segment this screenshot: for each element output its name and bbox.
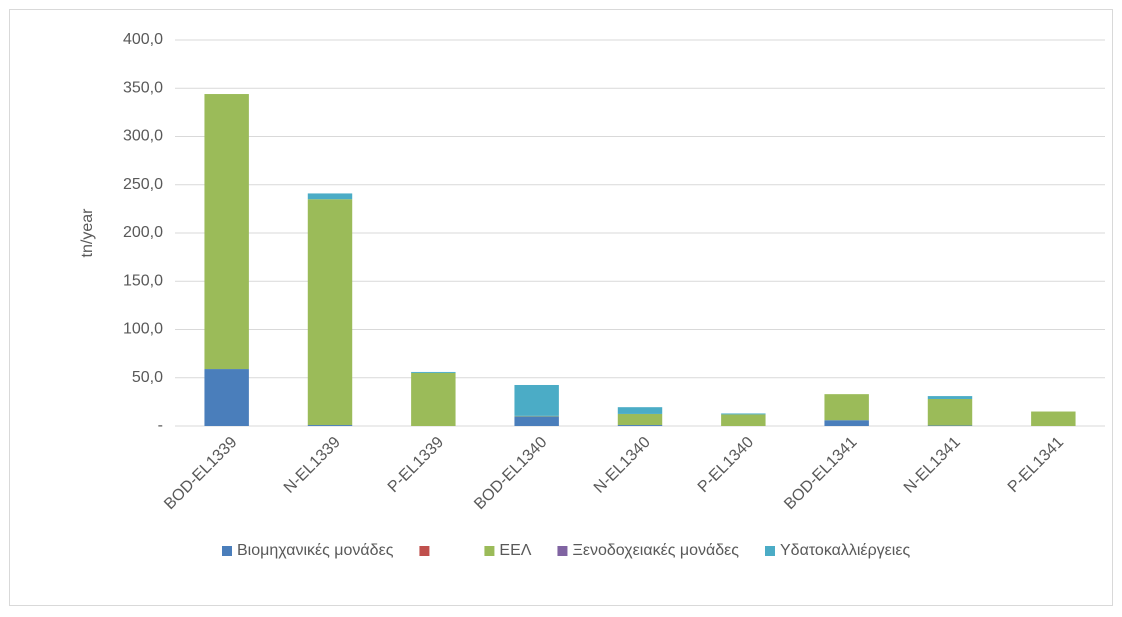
bar-segment bbox=[928, 396, 972, 399]
bar-segment bbox=[1031, 412, 1075, 426]
legend-swatch bbox=[765, 546, 775, 556]
y-tick-label: 250,0 bbox=[123, 176, 163, 193]
legend-label: ΕΕΛ bbox=[499, 542, 531, 559]
bar-segment bbox=[824, 420, 868, 426]
bar-segment bbox=[308, 199, 352, 425]
y-tick-label: 50,0 bbox=[132, 369, 163, 386]
bar-segment bbox=[204, 369, 248, 426]
chart-border bbox=[10, 10, 1113, 606]
bar-segment bbox=[618, 407, 662, 414]
legend-swatch bbox=[557, 546, 567, 556]
bar-segment bbox=[824, 394, 868, 420]
bar-segment bbox=[514, 416, 558, 426]
bar-segment bbox=[411, 372, 455, 373]
bar-segment bbox=[411, 373, 455, 426]
bar-segment bbox=[204, 94, 248, 369]
bar-segment bbox=[618, 425, 662, 426]
bar-segment bbox=[308, 193, 352, 199]
y-tick-label: 300,0 bbox=[123, 128, 163, 145]
bar-segment bbox=[721, 413, 765, 414]
bar-segment bbox=[514, 385, 558, 416]
y-tick-label: 150,0 bbox=[123, 272, 163, 289]
legend-swatch bbox=[484, 546, 494, 556]
legend-swatch bbox=[222, 546, 232, 556]
legend-swatch bbox=[419, 546, 429, 556]
bar-segment bbox=[928, 399, 972, 426]
bar-segment bbox=[721, 414, 765, 426]
legend-label: Ξενοδοχειακές μονάδες bbox=[572, 542, 739, 559]
bar-segment bbox=[308, 425, 352, 426]
bar-segment bbox=[618, 414, 662, 425]
legend-label: Υδατοκαλλιέργειες bbox=[780, 542, 910, 559]
y-tick-label: 200,0 bbox=[123, 224, 163, 241]
y-tick-label: 100,0 bbox=[123, 321, 163, 338]
y-tick-label: 350,0 bbox=[123, 79, 163, 96]
y-tick-label: - bbox=[158, 417, 163, 434]
legend-label: Βιομηχανικές μονάδες bbox=[237, 542, 394, 559]
y-tick-label: 400,0 bbox=[123, 31, 163, 48]
y-axis-title: tn/year bbox=[79, 208, 96, 258]
